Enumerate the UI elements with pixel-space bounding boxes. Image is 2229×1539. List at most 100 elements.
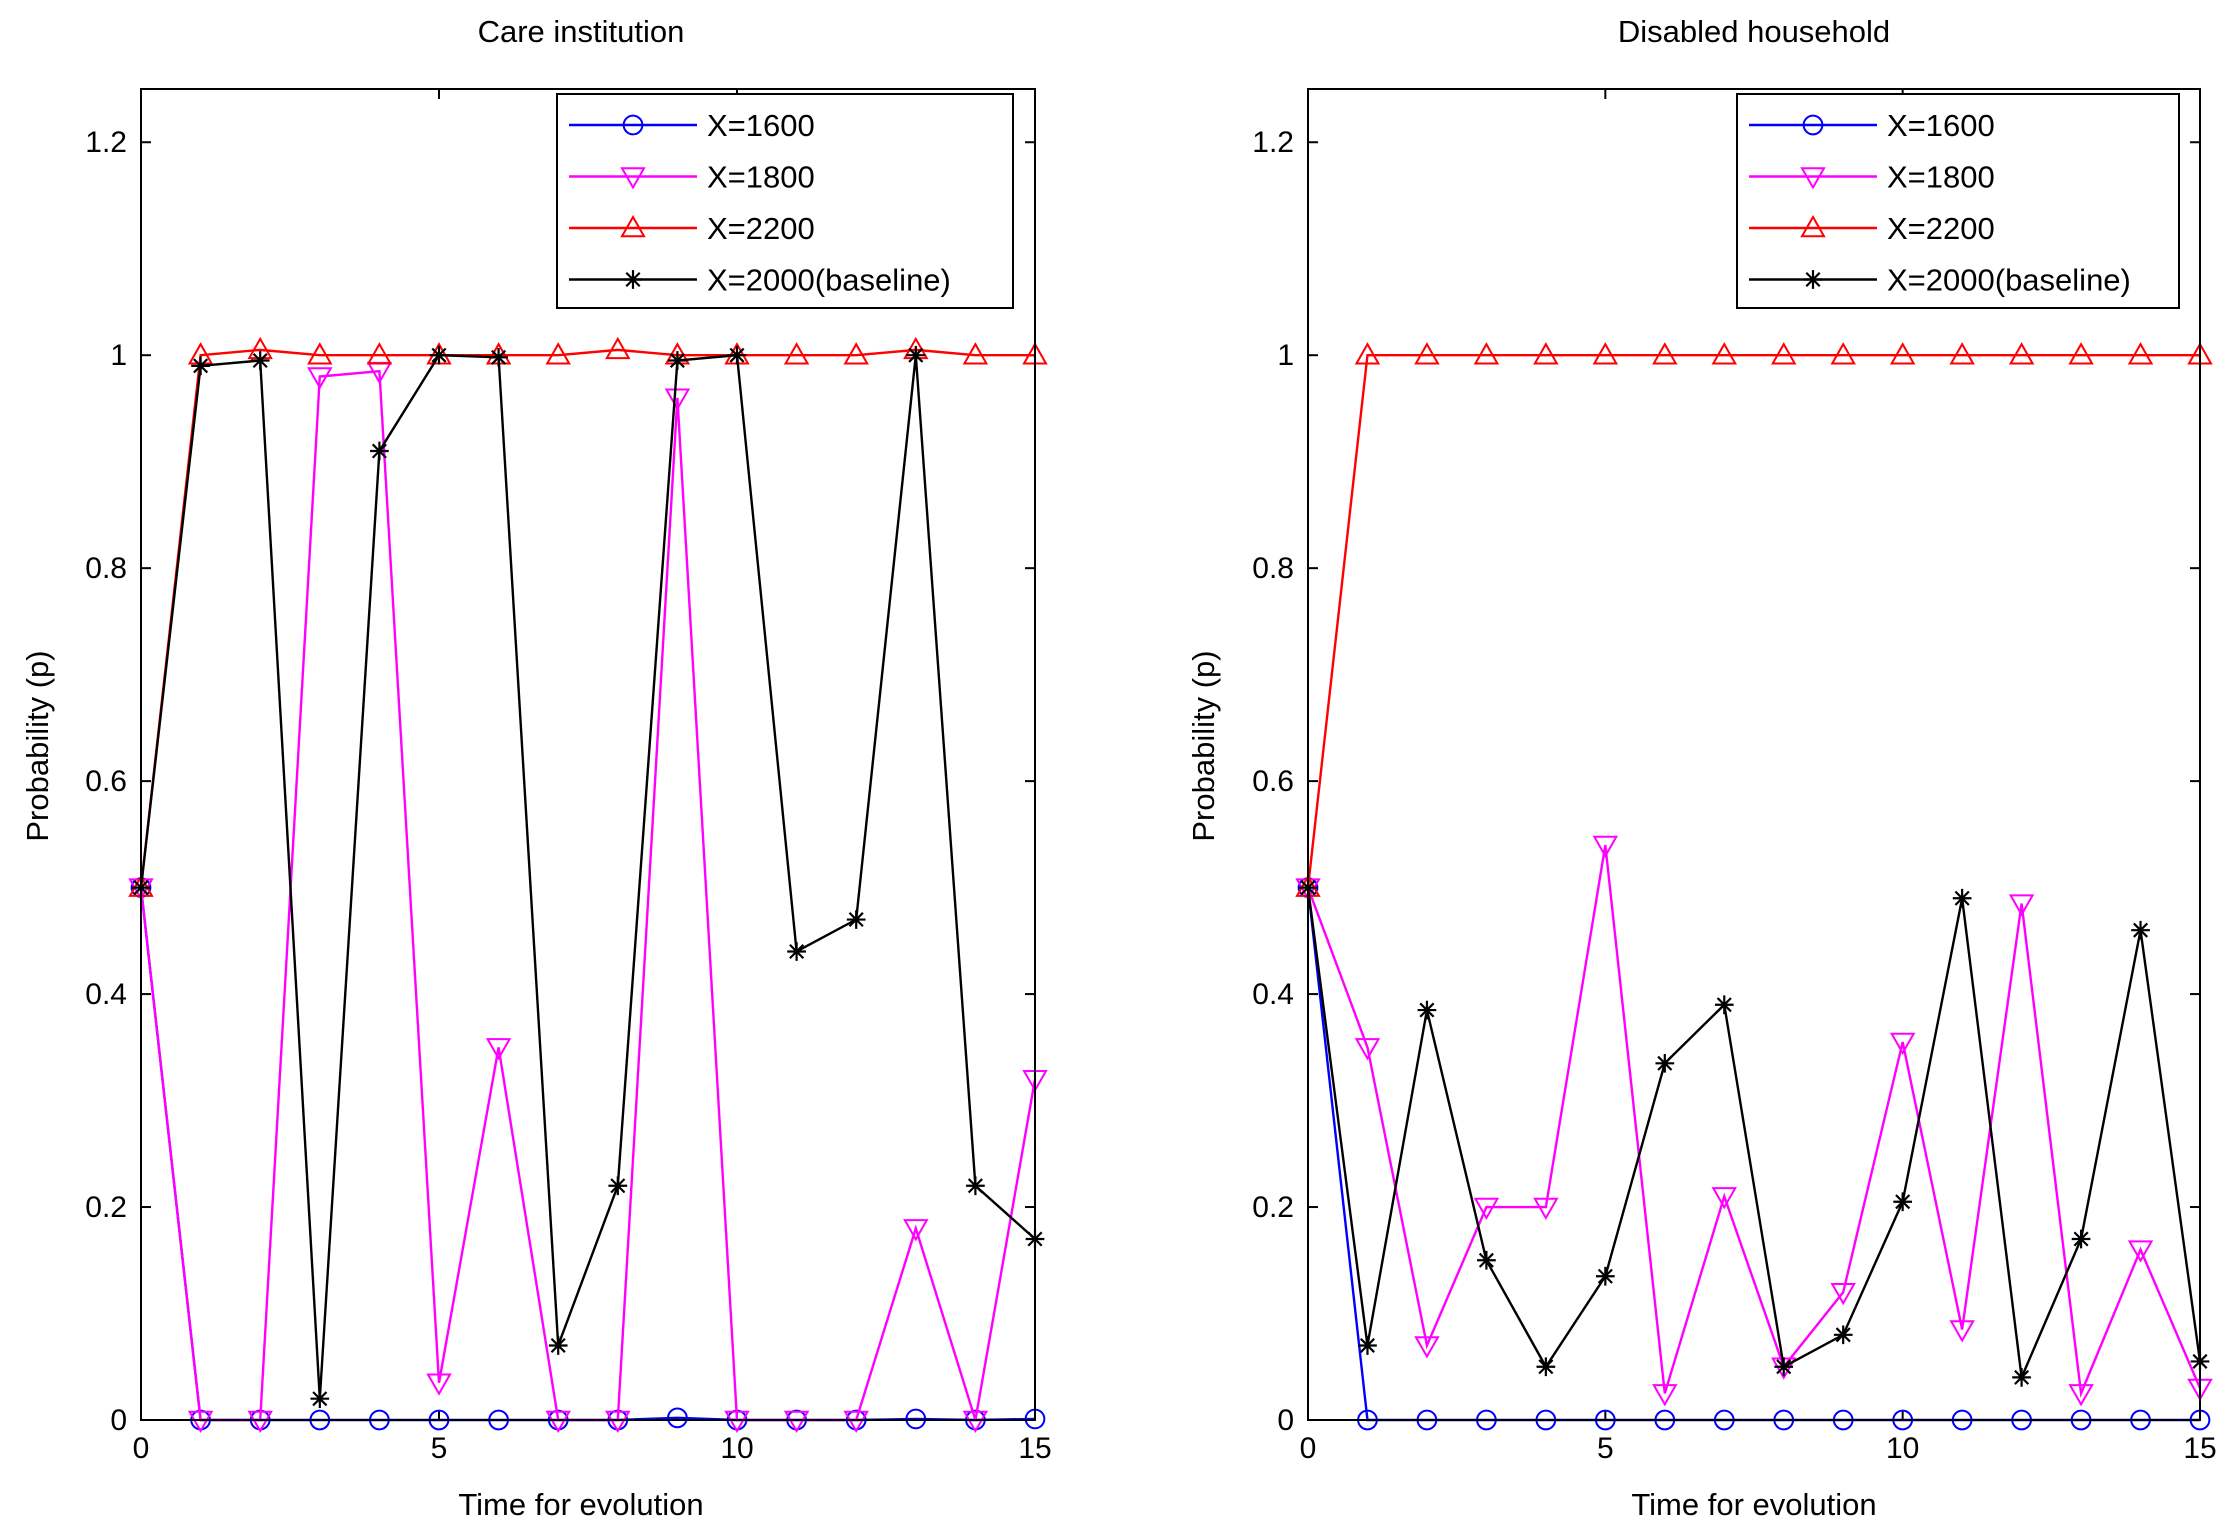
x-tick-label: 10 [1886, 1432, 1919, 1465]
x-tick-label: 5 [1597, 1432, 1614, 1465]
series-line [1306, 844, 2202, 1399]
axis-ticks: 0 5 10 15 0 0.2 0.4 0.6 0.8 1 1.2 [1252, 89, 2217, 1465]
y-tick-label: 0.6 [85, 765, 127, 798]
data-point [2012, 1368, 2031, 1387]
star-marker-strokes [191, 356, 210, 376]
data-point [1830, 1282, 1856, 1306]
data-point [962, 342, 989, 365]
data-point [1417, 1000, 1437, 1020]
star-marker-strokes [429, 345, 449, 365]
data-point [1477, 1250, 1496, 1270]
data-point [905, 1408, 927, 1430]
legend: X=1600 X=1800 X=2200 X=2000(baseline) [1736, 93, 2180, 309]
y-tick-label: 0 [1277, 1404, 1294, 1437]
legend-item: X=2200 [569, 211, 815, 246]
data-point [1949, 342, 1975, 365]
star-marker-strokes [1595, 1266, 1615, 1286]
data-point [664, 388, 691, 411]
data-point [667, 1407, 688, 1429]
star-marker-strokes [1358, 1336, 1377, 1355]
data-point [2131, 920, 2150, 940]
chart-care-institution: Care institution Time for evolution Prob… [20, 14, 1052, 1522]
star-marker-strokes [489, 347, 508, 367]
data-point [2127, 342, 2154, 365]
legend-item: X=2200 [1749, 211, 1995, 246]
x-tick-label: 10 [720, 1432, 753, 1465]
data-point [1414, 342, 1440, 365]
data-point [1592, 835, 1619, 859]
data-point [2071, 1229, 2091, 1249]
chart-title: Disabled household [1618, 14, 1890, 49]
x-tick-label: 0 [133, 1432, 150, 1465]
legend-marker [1802, 114, 1824, 136]
star-marker-strokes [1893, 1192, 1913, 1212]
data-point [1893, 1192, 1913, 1212]
legend-marker [620, 214, 646, 238]
series-x-2000-baseline- [1298, 878, 2210, 1387]
legend-marker [1800, 214, 1826, 238]
star-marker-strokes [2131, 920, 2150, 940]
star-marker-strokes [1803, 270, 1823, 289]
legend-item: X=2000(baseline) [569, 263, 951, 298]
legend-marker [623, 270, 643, 289]
data-point [1652, 342, 1678, 365]
data-point [370, 441, 389, 461]
star-marker-strokes [250, 351, 270, 370]
data-point [846, 910, 866, 929]
star-marker-strokes [623, 270, 643, 289]
legend-item: X=1800 [1749, 160, 1995, 195]
star-marker-strokes [370, 441, 389, 461]
data-point [605, 1410, 631, 1434]
y-axis-label: Probability (p) [20, 650, 55, 841]
series-line [1306, 887, 2202, 1382]
data-point [962, 1410, 989, 1434]
y-tick-label: 0.8 [85, 552, 127, 585]
x-axis-label: Time for evolution [1631, 1487, 1876, 1522]
x-tick-label: 5 [431, 1432, 448, 1465]
y-tick-label: 1 [110, 339, 127, 372]
data-point [783, 342, 810, 365]
x-axis-label: Time for evolution [458, 1487, 703, 1522]
data-point [605, 336, 631, 360]
plot-frame [1307, 88, 2201, 1421]
data-point [1830, 342, 1856, 365]
data-point [366, 342, 393, 365]
star-marker-strokes [1714, 995, 1734, 1015]
data-point [1473, 342, 1500, 365]
star-marker-strokes [2071, 1229, 2091, 1249]
legend-label: X=1600 [707, 108, 815, 143]
data-point [1952, 888, 1972, 908]
data-point [903, 1219, 929, 1242]
data-point [2127, 1240, 2154, 1263]
legend-label: X=2200 [1887, 211, 1995, 246]
y-tick-label: 0.4 [85, 978, 127, 1011]
star-marker-strokes [1774, 1357, 1794, 1377]
data-point [724, 1410, 750, 1434]
data-point [429, 345, 449, 365]
star-marker-strokes [906, 345, 926, 365]
data-point [247, 1410, 273, 1434]
y-tick-label: 0.8 [1252, 552, 1294, 585]
series-line [1306, 354, 2200, 888]
star-marker-strokes [2012, 1368, 2031, 1387]
star-marker-strokes [1477, 1250, 1496, 1270]
data-point [1595, 1266, 1615, 1286]
star-marker-strokes [1536, 1357, 1556, 1377]
legend-label: X=1800 [707, 160, 815, 195]
data-point [1414, 1336, 1440, 1359]
data-point [1358, 1336, 1377, 1355]
x-tick-label: 0 [1300, 1432, 1317, 1465]
data-point [1711, 1187, 1737, 1210]
legend-item: X=1800 [569, 160, 815, 195]
data-point [787, 942, 806, 961]
star-marker-strokes [548, 1336, 568, 1355]
data-point [1354, 1038, 1381, 1061]
plot-frame [140, 88, 1036, 1421]
data-point [608, 1176, 628, 1196]
data-point [1833, 1325, 1853, 1345]
y-tick-label: 1 [1277, 339, 1294, 372]
data-point [727, 345, 747, 365]
star-marker-strokes [310, 1389, 330, 1409]
data-point [1774, 1357, 1794, 1377]
star-marker-strokes [787, 942, 806, 961]
